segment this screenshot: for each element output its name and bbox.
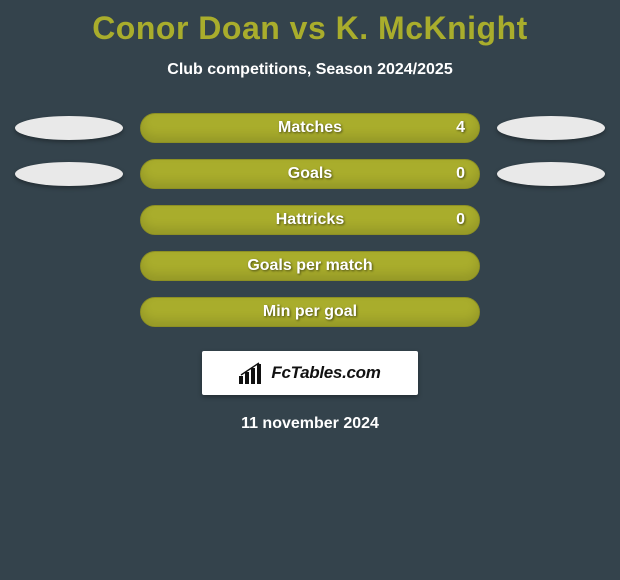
stat-bar: Hattricks 0 bbox=[140, 205, 480, 235]
source-badge: FcTables.com bbox=[202, 351, 418, 395]
date-text: 11 november 2024 bbox=[0, 415, 620, 433]
stat-value-right: 0 bbox=[456, 206, 465, 234]
bars-icon bbox=[239, 362, 265, 384]
stat-row: Matches 4 bbox=[0, 113, 620, 143]
left-side bbox=[8, 162, 130, 186]
stat-value-right: 0 bbox=[456, 160, 465, 188]
right-oval bbox=[497, 116, 605, 140]
right-side bbox=[490, 162, 612, 186]
stat-label: Matches bbox=[141, 114, 479, 142]
subtitle: Club competitions, Season 2024/2025 bbox=[0, 61, 620, 79]
stat-bar: Goals 0 bbox=[140, 159, 480, 189]
stat-label: Goals per match bbox=[141, 252, 479, 280]
left-oval bbox=[15, 162, 123, 186]
stat-bar: Matches 4 bbox=[140, 113, 480, 143]
stat-row: Min per goal bbox=[0, 297, 620, 327]
stats-rows: Matches 4 Goals 0 Hattricks 0 bbox=[0, 113, 620, 327]
stat-bar: Min per goal bbox=[140, 297, 480, 327]
right-side bbox=[490, 116, 612, 140]
stat-bar: Goals per match bbox=[140, 251, 480, 281]
stat-value-right: 4 bbox=[456, 114, 465, 142]
badge-text: FcTables.com bbox=[271, 363, 380, 383]
left-side bbox=[8, 116, 130, 140]
stat-label: Min per goal bbox=[141, 298, 479, 326]
stat-row: Goals per match bbox=[0, 251, 620, 281]
right-oval bbox=[497, 162, 605, 186]
stat-label: Goals bbox=[141, 160, 479, 188]
stat-row: Goals 0 bbox=[0, 159, 620, 189]
stat-row: Hattricks 0 bbox=[0, 205, 620, 235]
stat-label: Hattricks bbox=[141, 206, 479, 234]
left-oval bbox=[15, 116, 123, 140]
page-title: Conor Doan vs K. McKnight bbox=[0, 0, 620, 47]
